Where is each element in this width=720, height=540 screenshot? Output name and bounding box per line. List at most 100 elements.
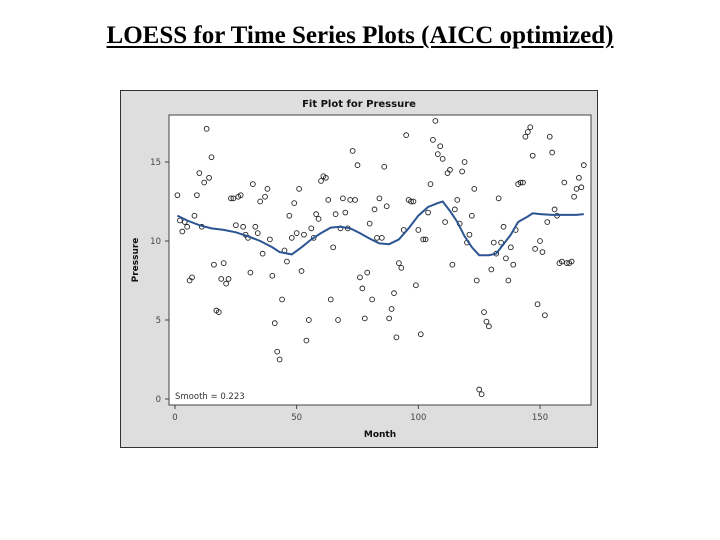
data-point — [427, 181, 434, 187]
data-point — [549, 149, 556, 156]
data-point — [498, 239, 504, 246]
data-point — [546, 133, 553, 140]
data-point — [505, 277, 512, 284]
data-point — [371, 206, 378, 213]
data-point — [303, 337, 310, 344]
data-point — [437, 143, 444, 150]
data-point — [340, 195, 346, 202]
data-point — [335, 317, 341, 323]
data-point — [286, 212, 293, 219]
data-point — [369, 296, 375, 303]
data-point — [357, 274, 363, 281]
data-point — [191, 212, 198, 219]
data-point — [425, 209, 431, 216]
data-point — [478, 391, 485, 398]
data-point — [381, 163, 388, 170]
data-point — [410, 198, 417, 205]
data-point — [323, 174, 329, 181]
data-point — [417, 331, 424, 338]
data-point — [376, 195, 383, 202]
data-point — [507, 244, 514, 251]
x-tick-label: 150 — [532, 413, 548, 423]
slide-title: LOESS for Time Series Plots (AICC optimi… — [106, 22, 614, 49]
data-point — [539, 249, 546, 255]
data-point — [247, 269, 254, 276]
data-point — [284, 258, 290, 265]
data-point — [230, 195, 237, 202]
y-axis: 0 5 10 15 — [150, 158, 169, 405]
data-point — [473, 277, 480, 284]
y-axis-label: Pressure — [131, 238, 141, 283]
data-point — [332, 211, 339, 217]
chart-title: Fit Plot for Pressure — [302, 99, 416, 110]
data-point — [439, 155, 446, 162]
data-point — [271, 320, 278, 327]
data-point — [218, 276, 225, 282]
data-point — [403, 132, 410, 138]
data-point — [386, 315, 392, 322]
data-point — [203, 125, 210, 132]
data-point — [298, 268, 305, 274]
data-point — [563, 260, 570, 266]
data-point — [252, 223, 259, 230]
data-point — [184, 223, 191, 230]
data-point — [288, 234, 295, 241]
data-point — [488, 266, 495, 273]
data-point — [361, 315, 368, 322]
data-point — [257, 198, 264, 205]
data-point — [313, 211, 319, 217]
data-point — [481, 309, 487, 315]
data-point — [527, 124, 534, 131]
data-point — [201, 179, 208, 186]
data-point — [296, 186, 302, 192]
y-tick-label: 0 — [156, 395, 161, 405]
data-point — [469, 212, 475, 219]
data-point — [259, 250, 266, 257]
data-point — [422, 236, 429, 243]
data-point — [534, 301, 541, 308]
data-point — [305, 317, 312, 323]
data-point — [352, 197, 358, 203]
loess-fit-line — [176, 200, 584, 257]
data-point — [366, 220, 373, 227]
data-point — [264, 186, 271, 192]
data-point — [447, 167, 453, 173]
data-point — [215, 309, 222, 315]
x-tick-label: 0 — [172, 413, 177, 423]
data-point — [466, 231, 473, 238]
data-point — [388, 306, 395, 312]
data-point — [517, 179, 524, 186]
x-tick-label: 100 — [410, 413, 426, 423]
data-point — [559, 258, 565, 265]
data-point — [529, 152, 536, 159]
data-point — [537, 238, 543, 244]
data-point — [378, 234, 385, 241]
data-point — [580, 162, 587, 169]
data-point — [420, 236, 427, 243]
x-axis-label: Month — [364, 430, 396, 440]
data-point — [459, 168, 465, 175]
data-point — [330, 244, 337, 251]
y-tick-label: 5 — [156, 316, 161, 326]
data-point — [461, 159, 468, 165]
data-point — [442, 219, 448, 225]
data-point — [232, 222, 239, 229]
data-point — [415, 227, 422, 233]
data-point — [490, 239, 497, 246]
data-point — [237, 192, 244, 199]
data-point — [250, 181, 256, 187]
data-point — [315, 216, 322, 222]
data-point — [194, 192, 200, 199]
data-point — [276, 356, 283, 363]
data-point — [449, 261, 456, 268]
smooth-annotation: Smooth = 0.223 — [175, 392, 245, 402]
data-point — [576, 174, 582, 181]
data-point — [291, 200, 298, 206]
data-point — [269, 272, 276, 279]
data-point — [571, 193, 577, 200]
data-point — [454, 197, 461, 203]
data-point — [279, 296, 285, 303]
data-point — [551, 206, 558, 213]
data-point — [451, 206, 458, 213]
data-point — [520, 179, 526, 186]
